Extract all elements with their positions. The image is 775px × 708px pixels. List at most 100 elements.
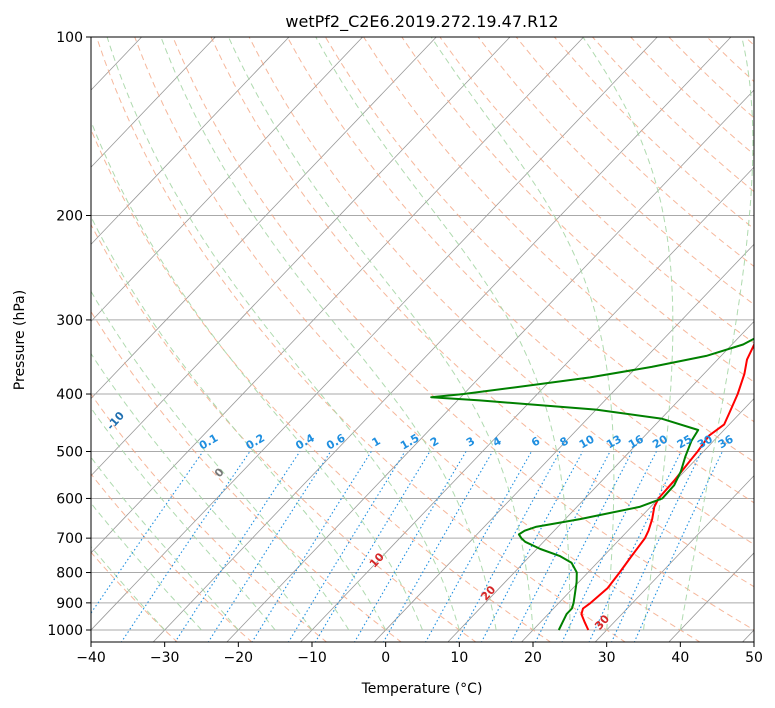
moist-adiabat [91,290,350,631]
isotherm-gridline [91,37,658,631]
y-tick-label: 400 [56,387,83,403]
mixing-ratio-line [174,451,301,642]
mixing-ratio-line [207,451,332,642]
isotherm-gridline [91,37,290,245]
moist-adiabat [430,37,615,631]
isotherm-gridline [91,37,584,554]
isotherm-gridline [91,37,216,168]
isotherm-gridline [668,552,754,642]
dry-adiabat [91,310,402,642]
mixing-ratio-label: 0.1 [197,431,220,452]
y-axis-label: Pressure (hPa) [12,290,28,390]
isotherm-gridline [152,37,732,642]
x-tick-label: −30 [150,650,180,666]
mixing-ratio-label: 10 [577,432,597,451]
mixing-ratio-label: 13 [604,432,624,451]
plot-frame [90,36,755,643]
y-tick-label: 800 [56,566,83,582]
x-axis-label: Temperature (°C) [361,681,483,697]
dry-adiabat [324,37,754,463]
mixing-ratio-label: 0.6 [324,431,348,452]
mixing-ratio-line [354,451,467,642]
temperature-profile-line [580,342,754,631]
dry-adiabat-label: 0 [212,465,227,480]
mixing-ratio-label: 8 [558,434,571,449]
isotherm-gridline [91,37,437,400]
x-tick-label: 40 [671,650,689,666]
mixing-ratio-label: 4 [491,434,504,449]
mixing-ratio-line [287,451,406,642]
moist-adiabat [91,215,387,631]
mixing-ratio-line [314,451,431,642]
mixing-ratio-line [425,451,532,642]
moist-adiabat [91,120,423,631]
y-tick-label: 600 [56,491,83,507]
dry-adiabat-label: 10 [367,550,387,570]
mixing-ratio-label: 6 [529,434,542,449]
dry-adiabat [554,37,754,230]
x-tick-label: −40 [76,650,106,666]
mixing-ratio-line [120,451,251,642]
isotherm-gridline [91,37,363,323]
moist-adiabat [91,456,239,631]
dry-adiabat [668,37,754,119]
dry-adiabat [91,223,477,642]
dry-adiabat [248,37,754,545]
mixing-ratio-label: 0.4 [293,431,317,452]
dry-adiabat [172,37,754,631]
dry-adiabat-label: -20 [33,390,56,414]
x-tick-label: 30 [598,650,616,666]
dry-adiabat-label: -10 [104,409,127,433]
x-tick-label: 50 [745,650,763,666]
mixing-ratio-line [480,451,584,642]
x-tick-label: −20 [224,650,254,666]
dry-adiabat-label: 30 [592,612,612,632]
y-tick-label: 200 [56,209,83,225]
isotherm-gridline [447,320,754,642]
y-tick-label: 1000 [47,623,83,639]
y-tick-label: 500 [56,444,83,460]
dry-adiabat [744,37,754,46]
dry-adiabat [286,37,754,504]
x-tick-label: 0 [381,650,390,666]
dry-adiabat [91,128,552,642]
dry-adiabat [134,37,701,642]
isotherm-gridline [373,243,754,642]
dry-adiabat [91,393,328,642]
mixing-ratio-label: 20 [650,432,670,451]
mixing-ratio-line [456,451,561,642]
mixing-ratio-label: 16 [626,432,646,451]
moist-adiabat [106,37,460,631]
dry-adiabat [477,37,754,306]
dry-adiabat [210,37,754,588]
moist-adiabat [228,37,534,631]
dry-adiabat [592,37,754,193]
dry-adiabat-label: 40 [708,638,728,658]
y-tick-label: 700 [56,531,83,547]
mixing-ratio-line [633,451,723,642]
isotherm-gridline [741,629,754,642]
x-tick-label: 10 [450,650,468,666]
x-tick-label: 20 [524,650,542,666]
mixing-ratio-line [382,451,494,642]
moist-adiabat [160,37,497,631]
chart-title: wetPf2_C2E6.2019.272.19.47.R12 [285,12,558,32]
mixing-ratio-label: 30 [695,432,715,451]
mixing-ratio-line [561,451,657,642]
dry-adiabat [96,37,626,642]
dry-adiabat [439,37,754,344]
isotherm-gridline [226,89,754,642]
isotherm-gridline [299,166,754,642]
x-tick-label: −10 [297,650,327,666]
moist-adiabat [91,407,276,631]
mixing-ratio-line [534,451,633,642]
isotherm-gridline [520,398,754,642]
y-tick-label: 300 [56,313,83,329]
dewpoint-profile-line [430,337,754,631]
mixing-ratio-label: 3 [464,434,477,449]
dry-adiabat [363,37,754,423]
isotherm-gridline [594,475,754,642]
dry-adiabat-label: 20 [478,583,498,603]
y-tick-label: 100 [56,30,83,46]
dry-adiabat [91,473,253,642]
